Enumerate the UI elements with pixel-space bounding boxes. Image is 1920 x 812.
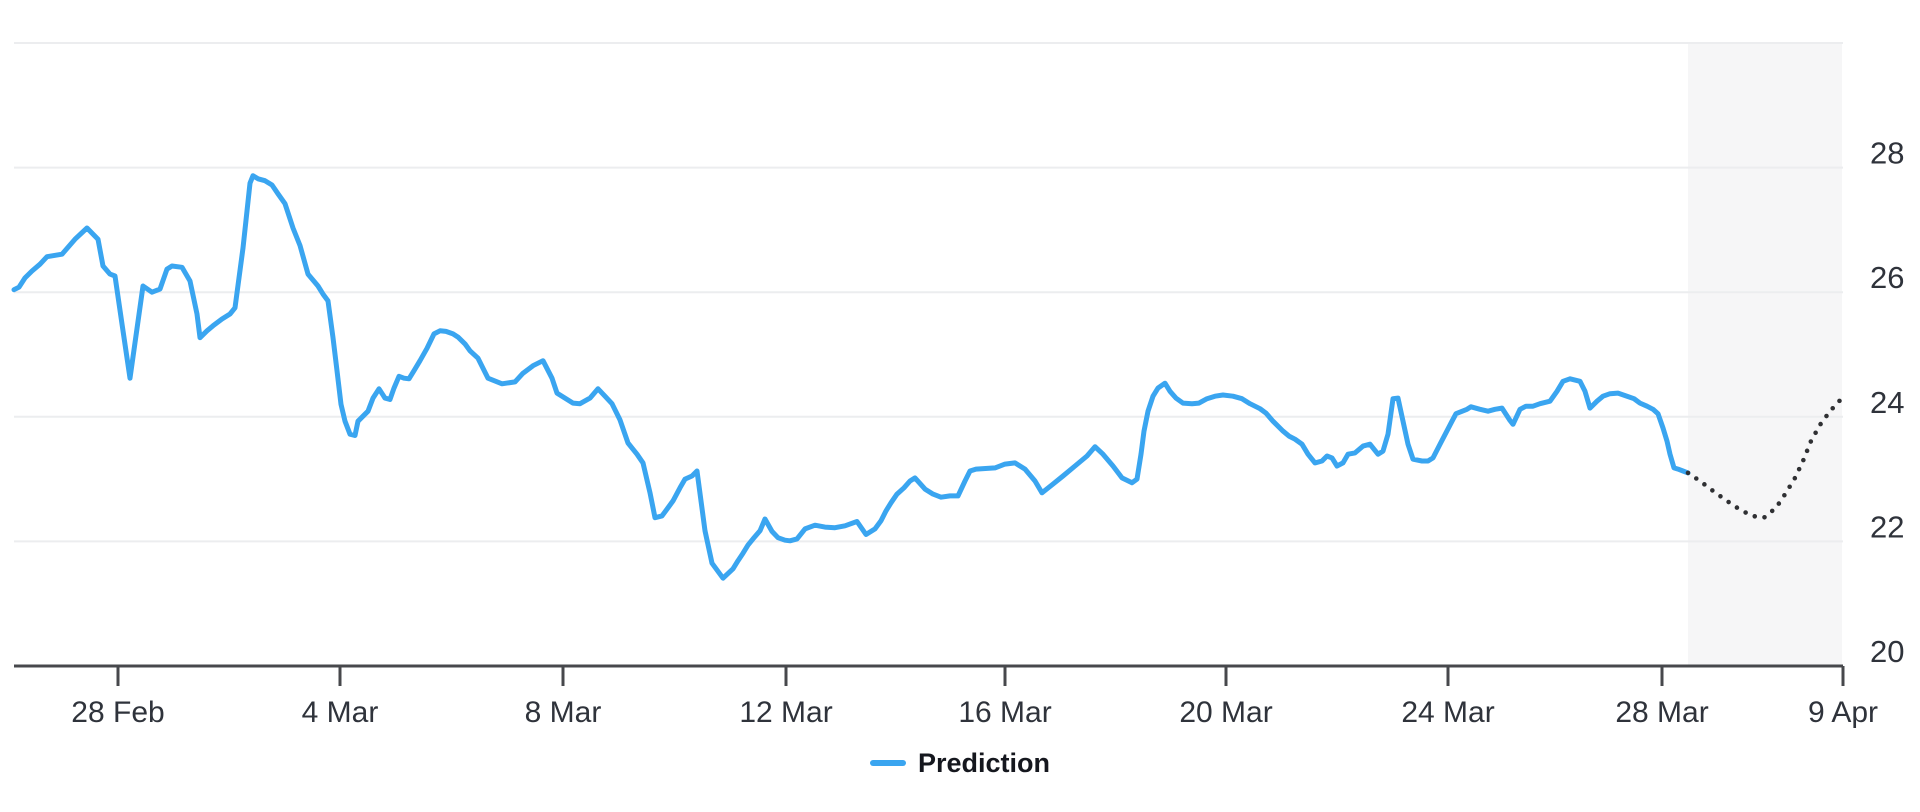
- y-tick-label-24: 24: [1870, 385, 1904, 420]
- x-tick-label-9-apr: 9 Apr: [1808, 696, 1878, 729]
- prediction-region-shading: [1688, 43, 1842, 666]
- legend-label: Prediction: [917, 747, 1051, 778]
- x-tick-label-12-mar: 12 Mar: [739, 696, 832, 729]
- y-tick-label-22: 22: [1870, 509, 1904, 544]
- legend-item-prediction[interactable]: Prediction: [869, 747, 1051, 778]
- legend: Prediction: [0, 746, 1920, 780]
- x-tick-label-24-mar: 24 Mar: [1401, 696, 1494, 729]
- x-tick-label-20-mar: 20 Mar: [1179, 696, 1272, 729]
- x-tick-label-16-mar: 16 Mar: [958, 696, 1051, 729]
- x-tick-label-4-mar: 4 Mar: [302, 696, 379, 729]
- y-tick-label-26: 26: [1870, 260, 1904, 295]
- x-tick-label-28-mar: 28 Mar: [1615, 696, 1708, 729]
- y-tick-label-28: 28: [1870, 136, 1904, 171]
- series-line-history: [11, 173, 1691, 581]
- x-tick-label-8-mar: 8 Mar: [525, 696, 602, 729]
- x-tick-label-28-feb: 28 Feb: [71, 696, 164, 729]
- legend-line-swatch: [869, 760, 906, 766]
- y-tick-label-20: 20: [1870, 634, 1904, 669]
